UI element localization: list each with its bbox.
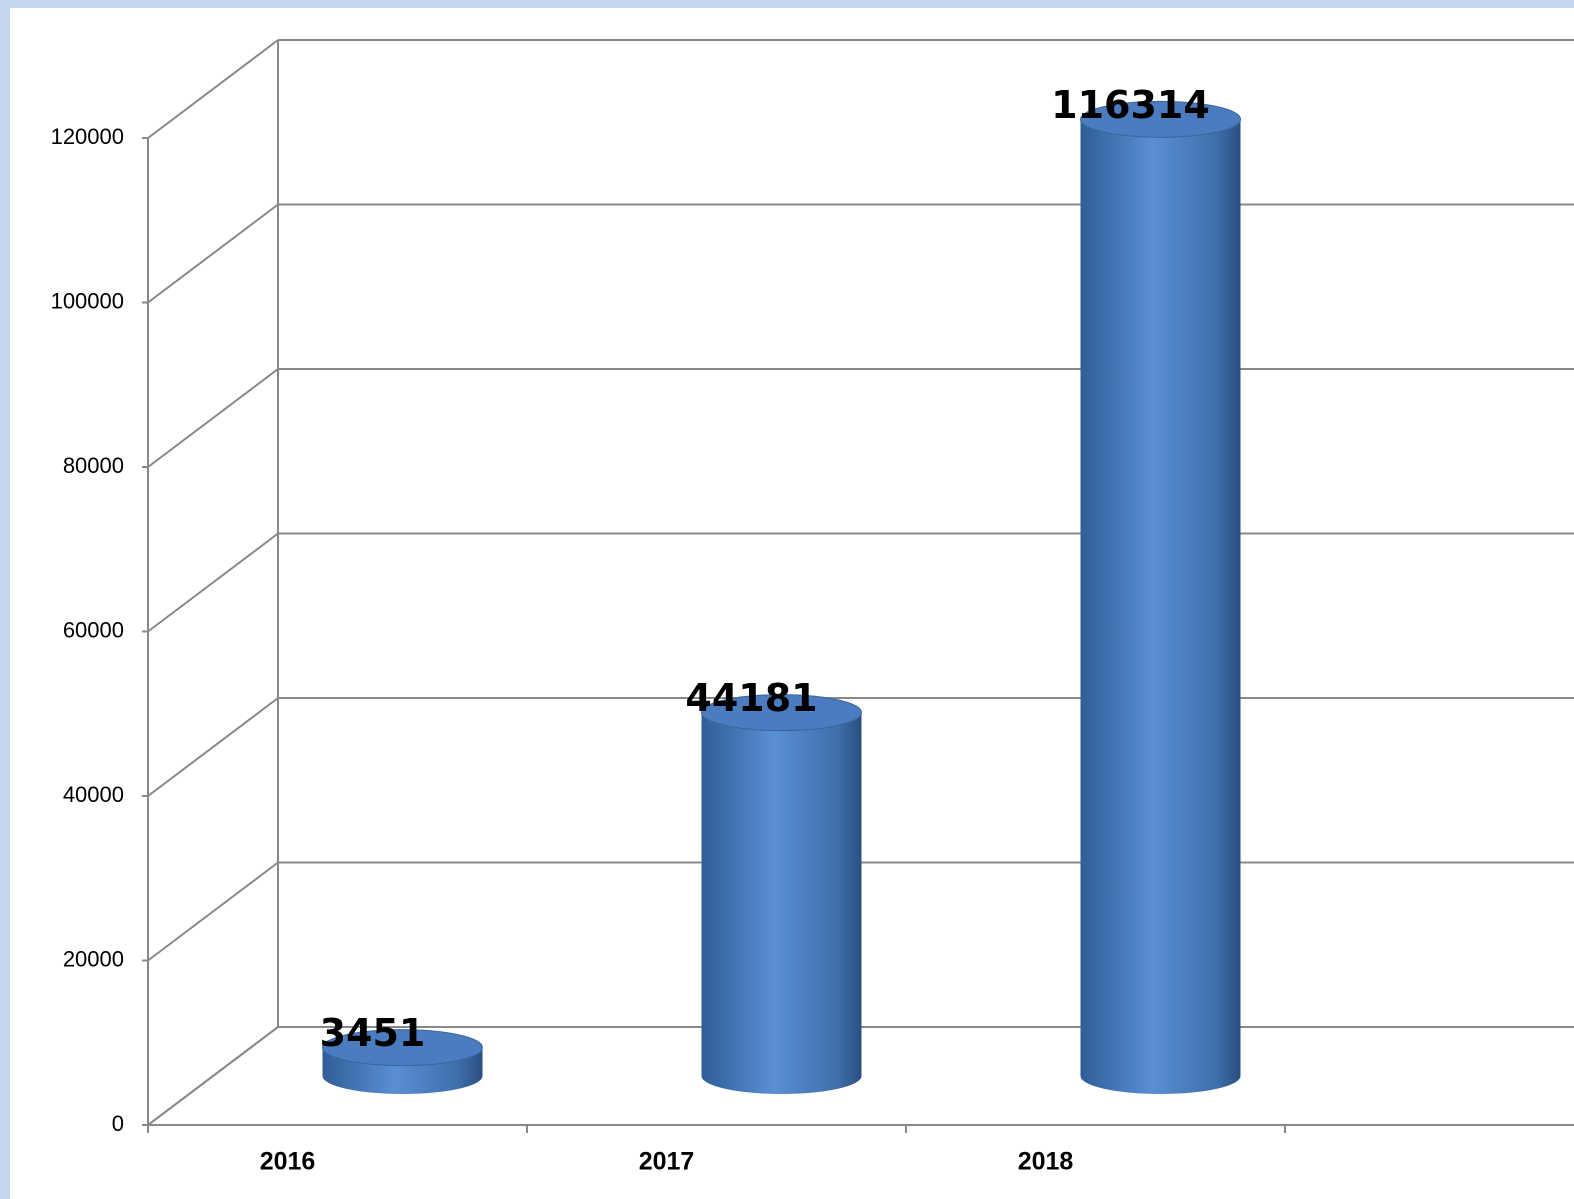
grid-line-side: [147, 368, 279, 468]
value-label: 116314: [1051, 83, 1210, 127]
x-tick-label: 2017: [639, 1148, 695, 1176]
grid-line-side: [147, 532, 279, 633]
bar: [701, 694, 862, 1094]
grid-line-side: [147, 697, 279, 797]
value-label: 44181: [685, 676, 817, 720]
y-tick-label: 60000: [63, 617, 124, 642]
x-tick-label: 2016: [260, 1148, 316, 1176]
value-label: 3451: [320, 1011, 426, 1055]
y-tick-label: 40000: [63, 782, 124, 807]
bar: [1080, 100, 1241, 1094]
y-tick-label: 120000: [51, 124, 124, 149]
grid-line-side: [147, 1026, 279, 1126]
grid-line-side: [147, 203, 279, 304]
bar-body: [701, 712, 862, 1094]
bar-body: [1080, 119, 1241, 1094]
y-tick-label: 20000: [63, 946, 124, 971]
bar-top: [701, 694, 862, 732]
y-tick-label: 0: [112, 1111, 124, 1136]
bar: [322, 1029, 483, 1094]
bar-top: [1080, 100, 1241, 138]
grid-line-side: [147, 861, 279, 962]
bar-top: [322, 1029, 483, 1067]
y-tick-label: 100000: [51, 288, 124, 313]
x-tick-label: 2018: [1018, 1148, 1074, 1176]
y-tick-label: 80000: [63, 453, 124, 478]
grid-line-side: [147, 39, 279, 139]
